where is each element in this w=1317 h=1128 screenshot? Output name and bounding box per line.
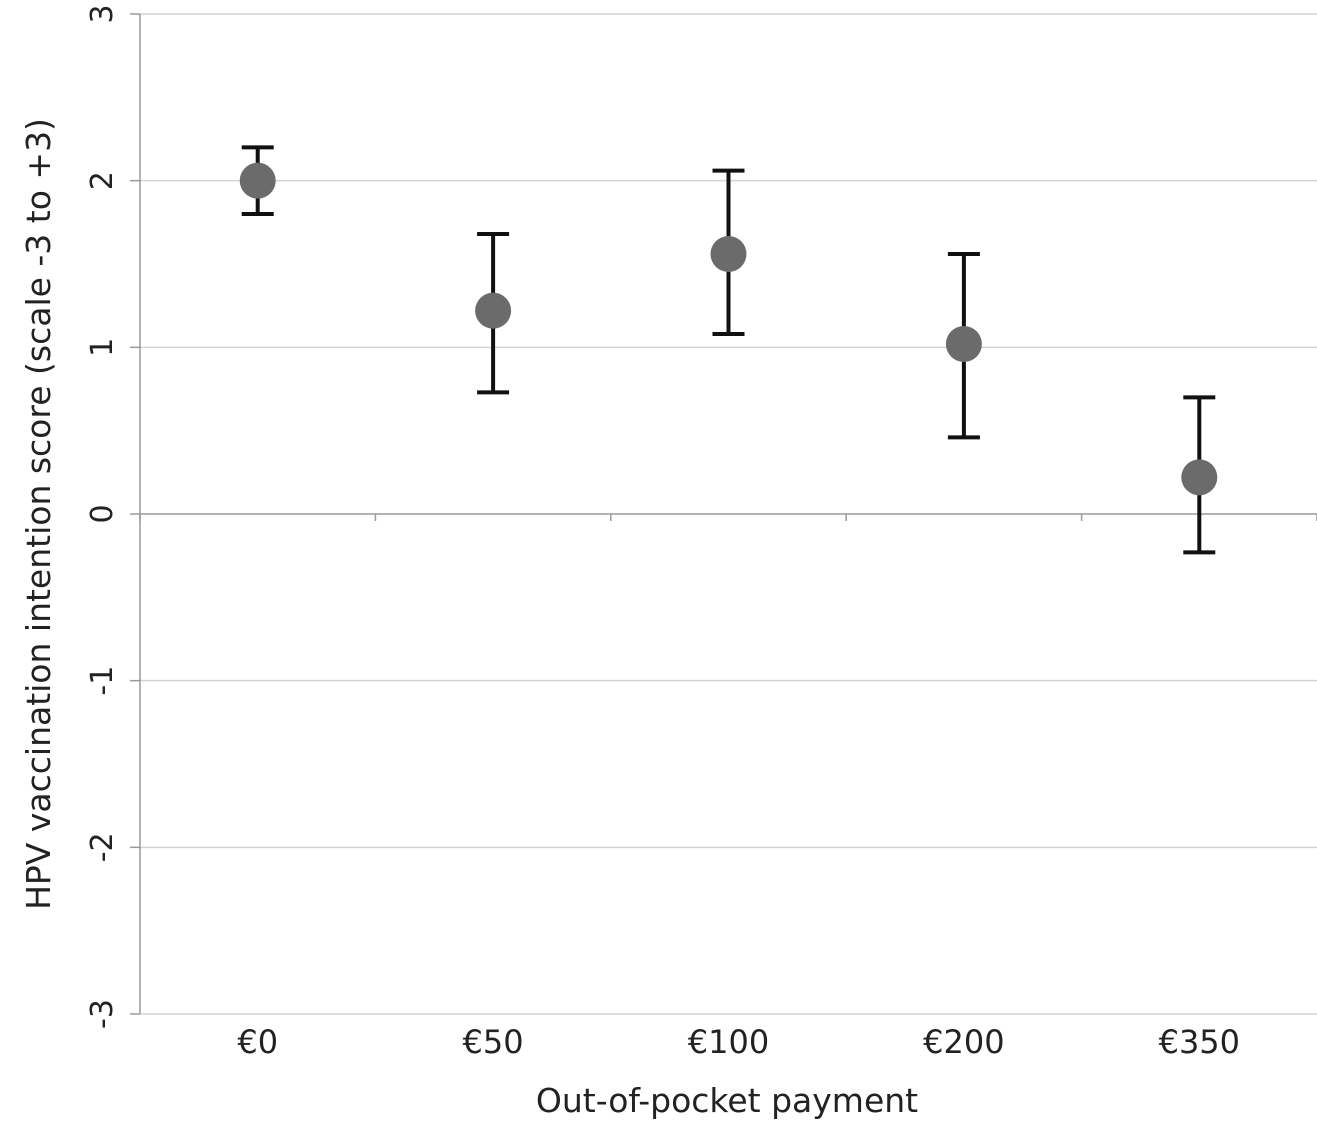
axes <box>130 13 1317 1015</box>
x-tick-label: €0 <box>237 1023 278 1061</box>
data-points <box>239 162 1218 496</box>
y-tick-label: 0 <box>85 504 120 523</box>
x-tick-label: €200 <box>923 1023 1004 1061</box>
y-tick-label: 3 <box>85 4 120 23</box>
data-point <box>1181 459 1218 496</box>
data-point <box>945 326 982 362</box>
gridlines <box>140 13 1317 1015</box>
data-point <box>239 162 276 199</box>
y-tick-labels: 3 2 1 0 -1 -2 -3 <box>85 4 120 1029</box>
x-tick-label: €100 <box>688 1023 769 1061</box>
y-tick-label: -2 <box>85 832 120 862</box>
x-axis-title: Out-of-pocket payment <box>536 1081 918 1120</box>
y-tick-label: -3 <box>85 999 120 1029</box>
error-bars <box>241 145 1216 555</box>
x-tick-labels: €0 €50 €100 €200 €350 <box>237 1023 1240 1061</box>
y-axis-title: HPV vaccination intention score (scale -… <box>19 118 58 910</box>
y-tick-label: 1 <box>85 338 120 357</box>
y-tick-label: -1 <box>85 666 120 696</box>
y-tick-label: 2 <box>85 171 120 190</box>
x-tick-label: €50 <box>463 1023 524 1061</box>
data-point <box>710 236 747 272</box>
data-point <box>475 292 512 329</box>
x-tick-label: €350 <box>1159 1023 1240 1061</box>
